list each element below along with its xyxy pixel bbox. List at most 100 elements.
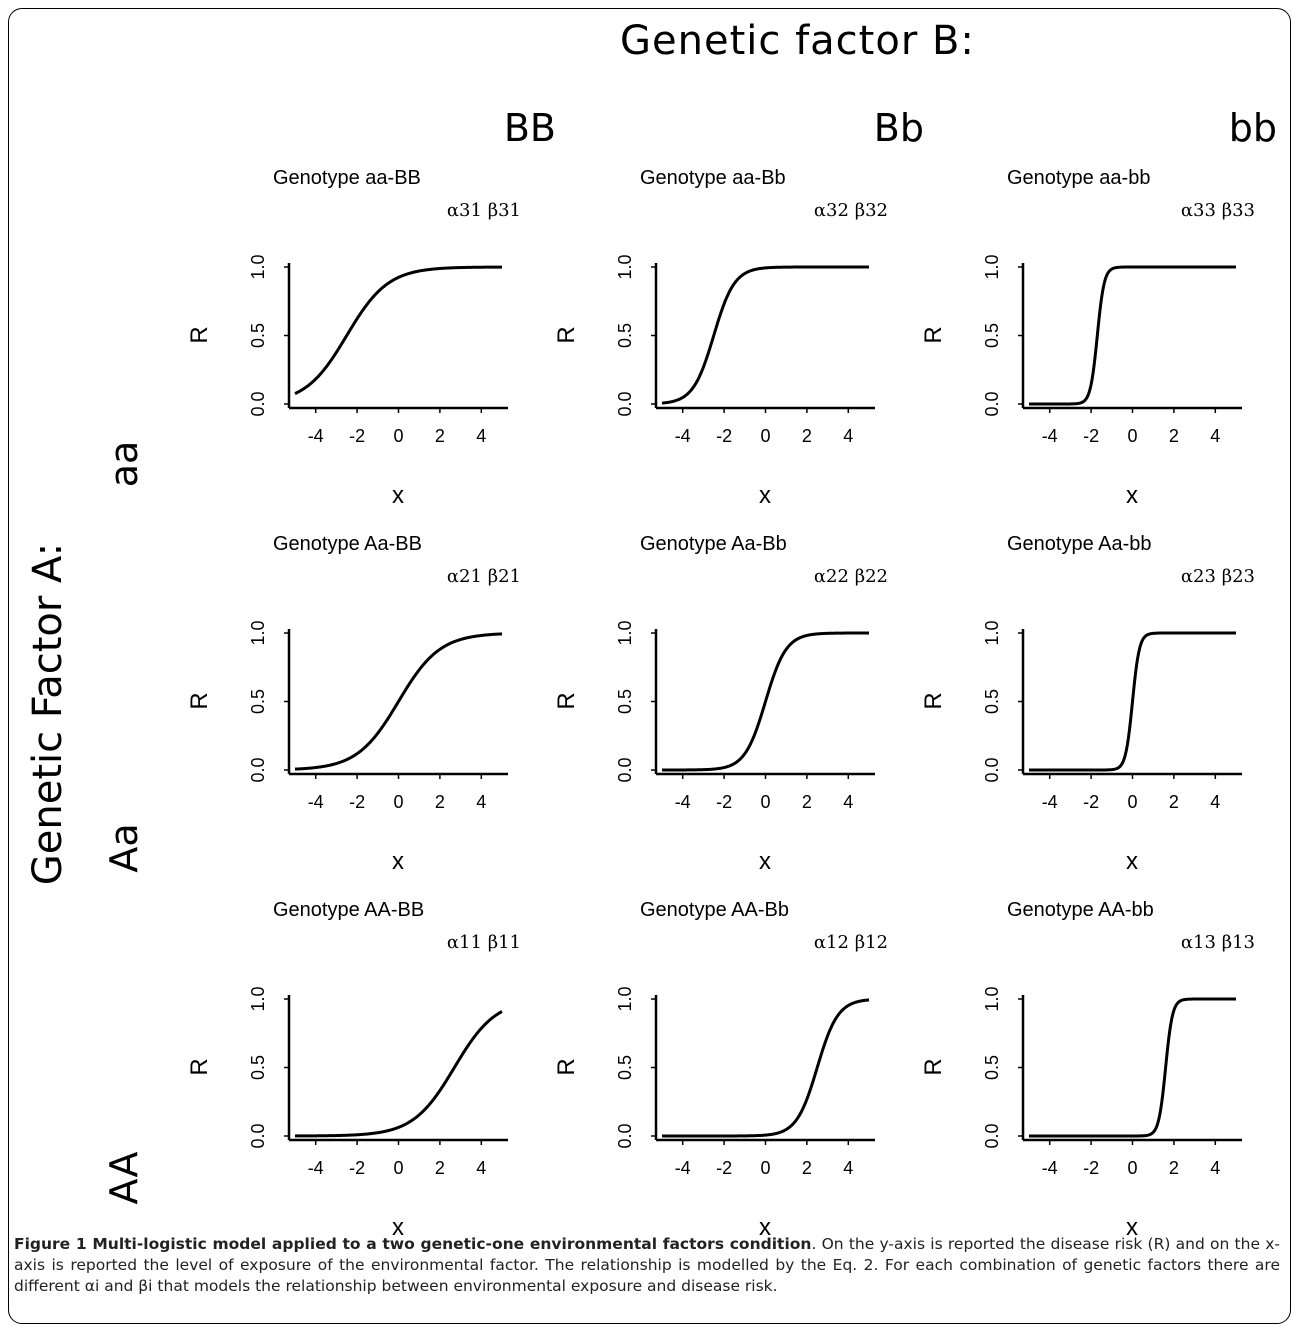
y-tick-label: 0.0 [248,1123,268,1148]
panel-param: α23 β23 [1181,566,1255,587]
figure-caption: Figure 1 Multi-logistic model applied to… [14,1234,1280,1297]
x-tick-label: -2 [716,792,732,812]
panel-title: Genotype Aa-BB [273,533,422,555]
y-tick-label: 0.0 [615,757,635,782]
y-tick-label: 0.0 [982,757,1002,782]
x-tick-label: 4 [843,792,853,812]
x-tick-label: 2 [802,1158,812,1178]
risk-curve [294,632,503,771]
x-tick-label: 2 [1169,1158,1179,1178]
y-tick-label: 0.5 [982,689,1002,714]
x-tick-label: -2 [1083,426,1099,446]
x-tick-label: -4 [1042,1158,1058,1178]
risk-curve [662,631,869,772]
col-header-Bb: Bb [873,106,924,150]
x-tick-label: 4 [476,426,486,446]
y-tick-label: 1.0 [982,254,1002,279]
y-axis-label: R [920,326,947,343]
x-tick-label: 2 [1169,426,1179,446]
y-tick-label: 0.5 [982,1055,1002,1080]
x-tick-label: 0 [760,792,770,812]
x-tick-label: 0 [1127,426,1137,446]
y-axis-label: R [553,1058,580,1075]
x-tick-label: 2 [1169,792,1179,812]
x-tick-label: 2 [802,792,812,812]
y-tick-label: 1.0 [248,986,268,1011]
y-axis-label: R [186,326,213,343]
y-tick-label: 1.0 [615,254,635,279]
x-axis-label: x [759,848,771,875]
y-tick-label: 0.0 [982,1123,1002,1148]
x-tick-label: 4 [476,1158,486,1178]
x-tick-label: -4 [308,426,324,446]
x-axis-label: x [392,848,404,875]
top-title: Genetic factor B: [620,18,975,64]
panel-title: Genotype Aa-bb [1007,533,1152,555]
panel-title: Genotype aa-bb [1007,167,1150,189]
y-tick-label: 0.5 [615,689,635,714]
x-tick-label: -2 [349,792,365,812]
y-tick-label: 0.5 [248,689,268,714]
x-tick-label: 4 [476,792,486,812]
risk-curve [1029,265,1236,406]
risk-curve [661,265,869,405]
y-tick-label: 1.0 [982,986,1002,1011]
x-axis-label: x [392,482,404,509]
x-tick-label: -4 [1042,426,1058,446]
x-tick-label: 4 [1210,792,1220,812]
x-tick-label: 2 [435,792,445,812]
panel-param: α32 β32 [814,200,888,221]
x-tick-label: 4 [1210,426,1220,446]
x-tick-label: 2 [435,1158,445,1178]
x-axis-label: x [1126,1214,1138,1241]
y-tick-label: 0.5 [615,1055,635,1080]
panel-title: Genotype aa-BB [273,167,421,189]
y-tick-label: 0.5 [615,323,635,348]
panel-title: Genotype AA-bb [1007,899,1154,921]
x-tick-label: 0 [760,426,770,446]
x-tick-label: 0 [1127,1158,1137,1178]
y-tick-label: 0.0 [615,1123,635,1148]
x-tick-label: -2 [1083,792,1099,812]
caption-label: Figure 1 Multi-logistic model applied to… [14,1235,812,1253]
y-axis-label: R [920,1058,947,1075]
y-tick-label: 0.0 [248,391,268,416]
caption-text: . On the y-axis is reported the disease … [14,1235,1280,1295]
panel-param: α13 β13 [1181,932,1255,953]
panel-param: α31 β31 [447,200,521,221]
col-header-BB: BB [503,106,556,150]
y-tick-label: 1.0 [615,986,635,1011]
y-tick-label: 1.0 [248,254,268,279]
y-tick-label: 1.0 [248,620,268,645]
panel-title: Genotype AA-Bb [640,899,789,921]
y-tick-label: 0.5 [248,323,268,348]
x-axis-label: x [759,482,771,509]
x-tick-label: 0 [760,1158,770,1178]
x-axis-label: x [759,1214,771,1241]
x-tick-label: 0 [393,426,403,446]
y-axis-label: R [186,1058,213,1075]
x-tick-label: -2 [1083,1158,1099,1178]
x-tick-label: -2 [349,426,365,446]
x-axis-label: x [1126,848,1138,875]
x-axis-label: x [1126,482,1138,509]
y-tick-label: 0.5 [248,1055,268,1080]
y-axis-label: R [553,326,580,343]
panel-param: α12 β12 [814,932,888,953]
x-tick-label: -4 [308,1158,324,1178]
panel-param: α21 β21 [447,566,521,587]
panel-param: α11 β11 [447,932,521,953]
risk-curve [294,265,502,395]
x-tick-label: 4 [1210,1158,1220,1178]
risk-curve [1029,997,1236,1138]
x-tick-label: -2 [349,1158,365,1178]
risk-curve [662,998,870,1138]
x-tick-label: -4 [308,792,324,812]
y-tick-label: 1.0 [982,620,1002,645]
x-tick-label: 2 [435,426,445,446]
x-tick-label: 0 [1127,792,1137,812]
x-tick-label: -2 [716,1158,732,1178]
risk-curve [294,1010,503,1138]
y-tick-label: 0.0 [982,391,1002,416]
risk-curve [1029,631,1236,772]
